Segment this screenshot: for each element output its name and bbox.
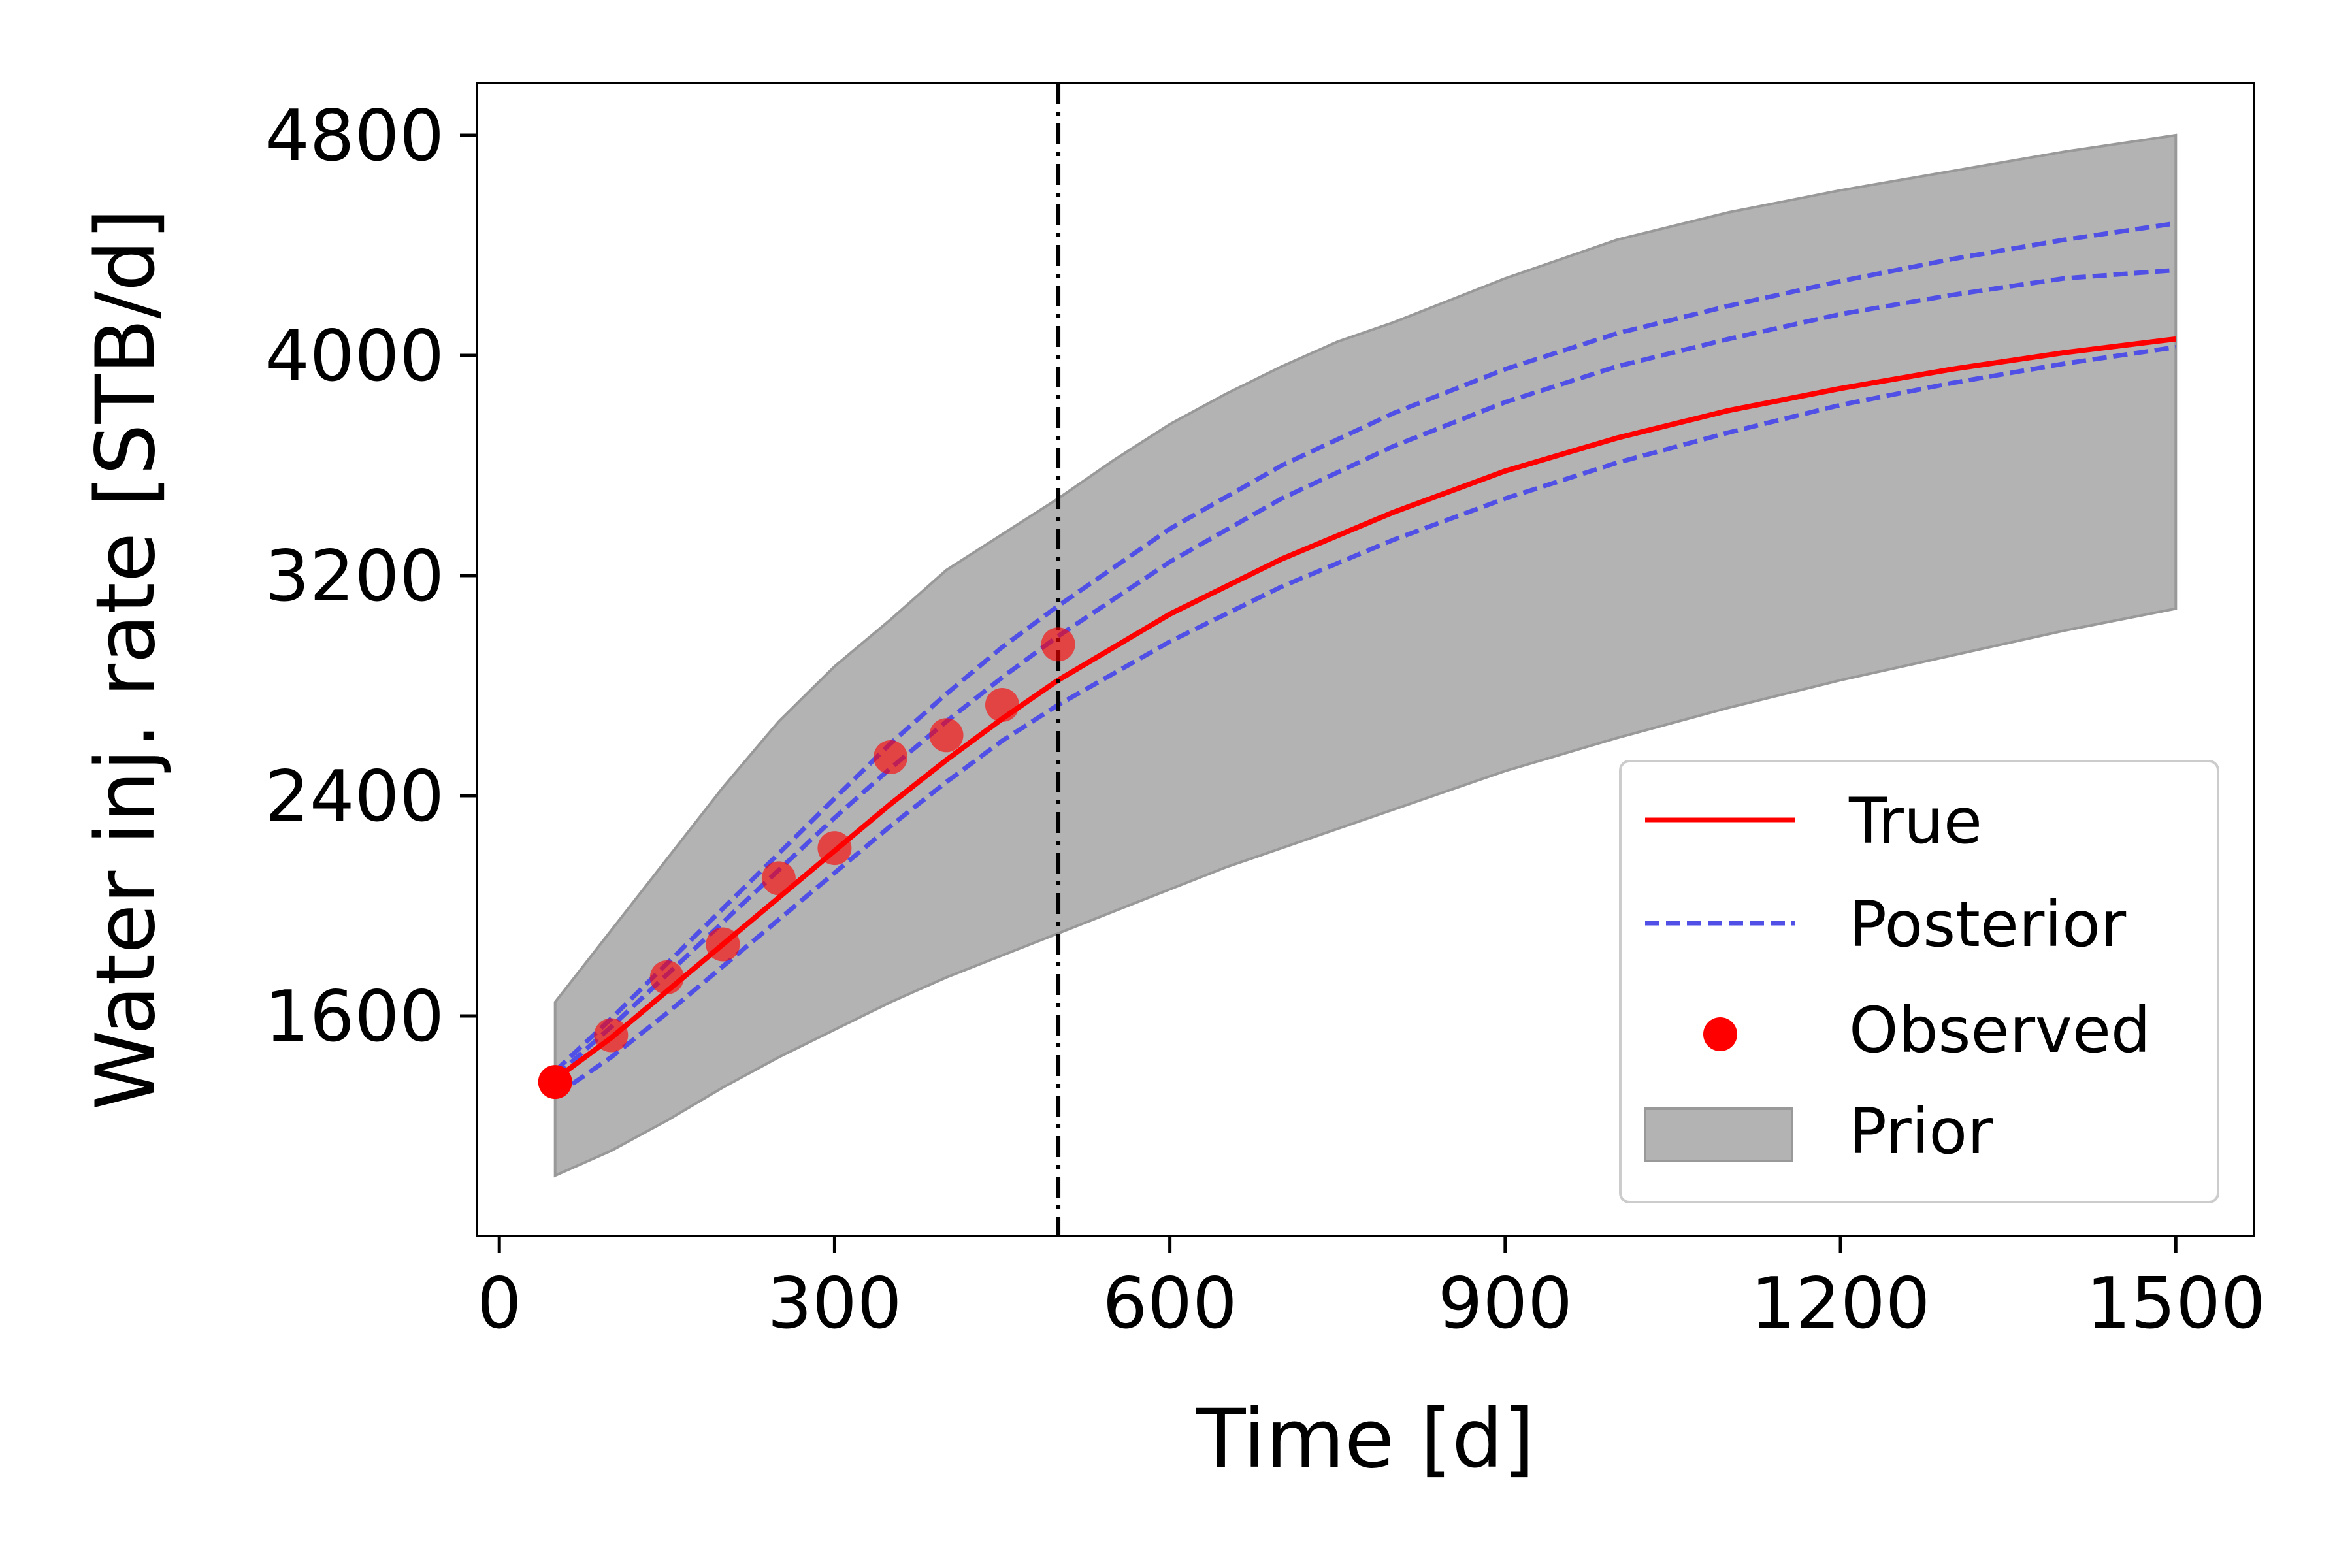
observed-point bbox=[649, 960, 684, 994]
plot-frame bbox=[476, 82, 2255, 1237]
posterior-line-3 bbox=[553, 344, 2176, 1098]
observed-point bbox=[929, 718, 964, 753]
x-tick-label: 1200 bbox=[1751, 1263, 1931, 1345]
x-tick-label: 600 bbox=[1103, 1263, 1237, 1345]
prior-band bbox=[553, 133, 2178, 1178]
posterior-line-1 bbox=[553, 221, 2176, 1073]
x-tick-label: 300 bbox=[767, 1263, 902, 1345]
x-tick-label: 0 bbox=[477, 1263, 522, 1345]
x-axis-label: Time [d] bbox=[1196, 1392, 1535, 1486]
observed-point bbox=[1041, 627, 1075, 662]
observed-point bbox=[594, 1018, 629, 1053]
y-tick-label: 2400 bbox=[265, 756, 444, 838]
legend-posterior-label: Posterior bbox=[1849, 888, 2127, 961]
y-axis: 1600 2400 3200 4000 4800 bbox=[265, 95, 477, 1058]
y-tick-label: 4000 bbox=[265, 316, 444, 397]
observed-points-layer bbox=[538, 627, 1075, 1100]
legend-box bbox=[1619, 760, 2219, 1203]
observed-point bbox=[761, 861, 796, 896]
y-tick-label: 3200 bbox=[265, 536, 444, 617]
legend-observed-swatch bbox=[1703, 1017, 1737, 1051]
y-tick-label: 4800 bbox=[265, 95, 444, 177]
legend: True Posterior Observed Prior bbox=[1619, 760, 2219, 1203]
legend-prior-swatch bbox=[1644, 1107, 1793, 1162]
x-tick-label: 1500 bbox=[2086, 1263, 2266, 1345]
observed-point bbox=[874, 740, 907, 774]
observed-point bbox=[706, 927, 740, 962]
y-tick-label: 1600 bbox=[265, 976, 444, 1058]
observed-point bbox=[985, 688, 1019, 722]
plot-area bbox=[476, 82, 2255, 1237]
x-axis: 0 300 600 900 1200 1500 bbox=[477, 1236, 2266, 1345]
legend-prior-label: Prior bbox=[1849, 1095, 1993, 1168]
x-tick-label: 900 bbox=[1438, 1263, 1573, 1345]
observed-point bbox=[817, 831, 852, 866]
legend-true-label: True bbox=[1848, 785, 1982, 858]
posterior-line-2 bbox=[553, 267, 2176, 1079]
observed-point bbox=[538, 1065, 572, 1100]
legend-observed-label: Observed bbox=[1849, 994, 2151, 1067]
y-axis-label: Water inj. rate [STB/d] bbox=[79, 208, 173, 1110]
